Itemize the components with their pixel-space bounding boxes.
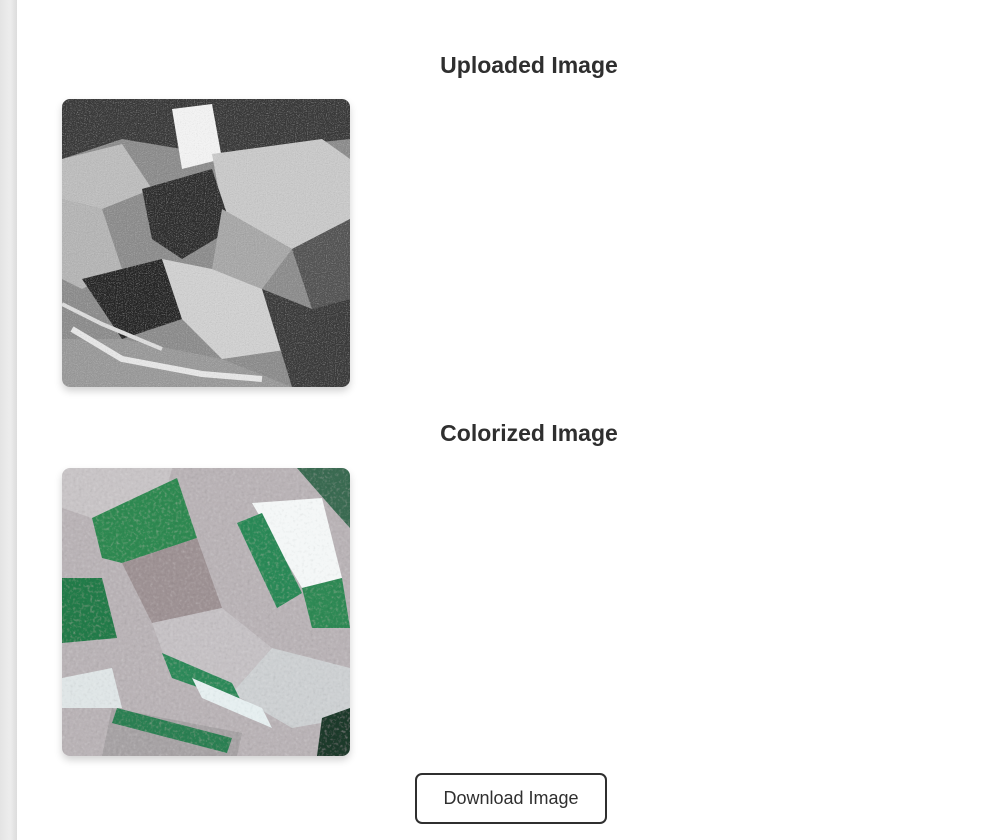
uploaded-image-grayscale-sar [62, 99, 350, 387]
colorized-image-heading: Colorized Image [440, 420, 618, 446]
results-panel: Uploaded Image [17, 0, 998, 840]
uploaded-image-heading: Uploaded Image [440, 52, 618, 78]
colorized-image [62, 468, 350, 756]
download-image-button[interactable]: Download Image [415, 773, 607, 824]
uploaded-image [62, 99, 350, 387]
colorized-image-rgb [62, 468, 350, 756]
window-edge [0, 0, 17, 840]
